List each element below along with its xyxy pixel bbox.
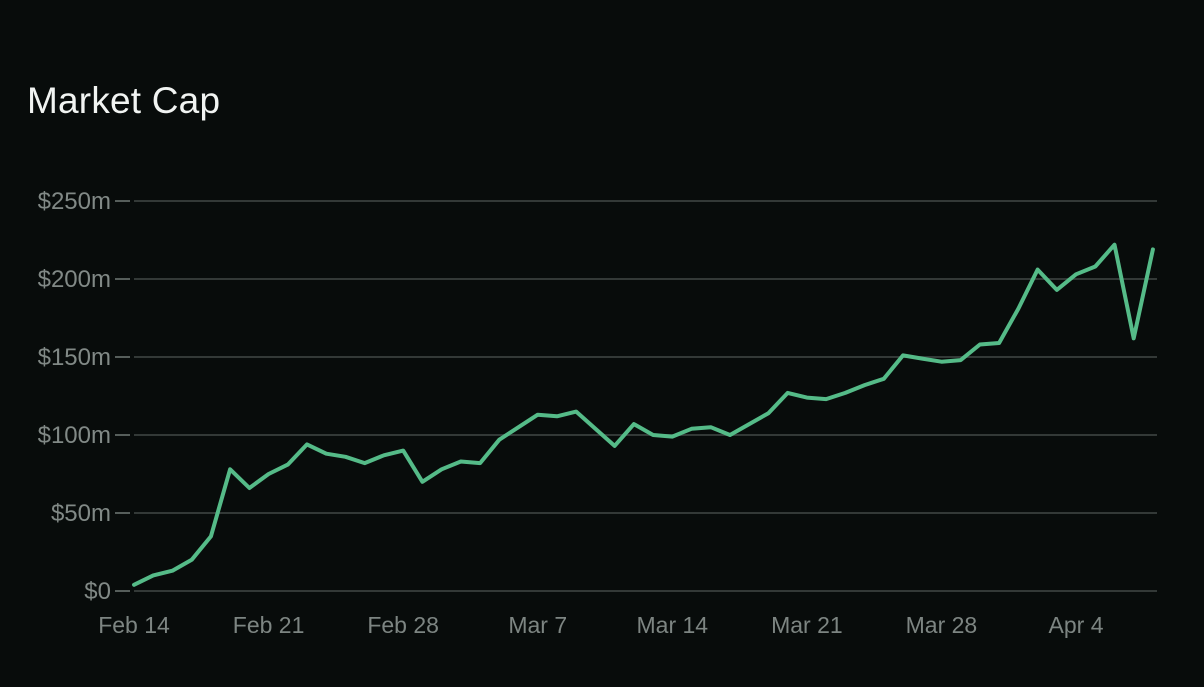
chart-title: Market Cap — [27, 80, 221, 121]
y-axis-tick-marks — [115, 200, 130, 592]
y-axis-label: $100m — [38, 422, 111, 449]
gridlines — [134, 200, 1157, 592]
y-axis-label: $250m — [38, 188, 111, 215]
x-axis-label: Feb 14 — [98, 612, 170, 638]
y-axis-label: $150m — [38, 344, 111, 371]
series-line-market-cap — [132, 242, 1155, 587]
x-axis-label: Feb 28 — [367, 612, 439, 638]
x-axis-label: Mar 14 — [637, 612, 709, 638]
x-axis-label: Mar 28 — [906, 612, 978, 638]
y-axis-labels: $250m $200m $150m $100m $50m $0 — [38, 188, 111, 605]
x-axis-label: Mar 21 — [771, 612, 843, 638]
x-axis-label: Apr 4 — [1049, 612, 1104, 638]
y-axis-label: $0 — [84, 578, 111, 605]
y-axis-label: $50m — [51, 500, 111, 527]
x-axis-label: Mar 7 — [508, 612, 567, 638]
x-axis-labels: Feb 14 Feb 21 Feb 28 Mar 7 Mar 14 Mar 21 Mar 2… — [98, 612, 1104, 638]
x-axis-label: Feb 21 — [233, 612, 305, 638]
y-axis-label: $200m — [38, 266, 111, 293]
